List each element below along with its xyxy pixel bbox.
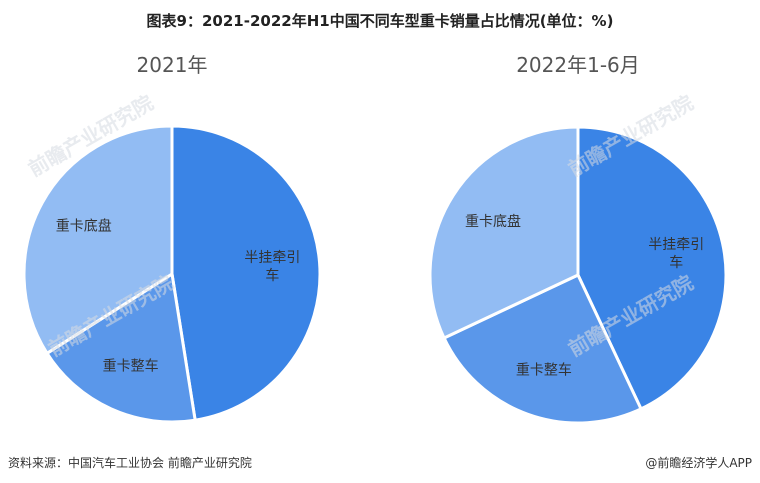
chart-title: 图表9：2021-2022年H1中国不同车型重卡销量占比情况(单位：%): [146, 12, 614, 30]
pie-slice-2: [428, 125, 580, 341]
pie-title: 2021年: [137, 53, 208, 77]
pie-slice-2: [22, 124, 174, 356]
slice-label: 重卡底盘: [465, 213, 521, 230]
slice-label: 半挂牵引车: [244, 250, 300, 284]
pie-title: 2022年1-6月: [516, 53, 640, 77]
slice-label: 重卡整车: [103, 358, 159, 375]
pie-chart-2022h1: 2022年1-6月半挂牵引车重卡整车 重卡底盘: [380, 40, 760, 440]
slice-label: 重卡整车: [516, 362, 572, 379]
slice-label: 半挂牵引车: [648, 237, 704, 271]
pie-slice-1: [44, 271, 197, 424]
credit-note: @前瞻经济学人APP: [645, 456, 752, 470]
pie-slice-1: [442, 273, 644, 425]
pie-chart-2021: 2021年半挂牵引车重卡整车 重卡底盘: [0, 40, 380, 440]
pie-slice-0: [576, 125, 728, 411]
footer: 资料来源：中国汽车工业协会 前瞻产业研究院 @前瞻经济学人APP: [0, 454, 760, 483]
slice-label: 重卡底盘: [56, 218, 112, 235]
pie-slice-0: [170, 124, 322, 422]
source-note: 资料来源：中国汽车工业协会 前瞻产业研究院: [8, 456, 252, 470]
